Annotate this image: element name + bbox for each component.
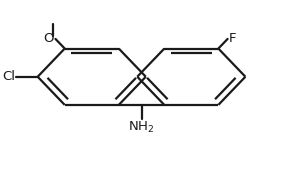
Text: O: O	[44, 32, 54, 45]
Text: NH$_2$: NH$_2$	[128, 120, 155, 135]
Text: Cl: Cl	[2, 70, 15, 83]
Text: F: F	[229, 32, 237, 45]
